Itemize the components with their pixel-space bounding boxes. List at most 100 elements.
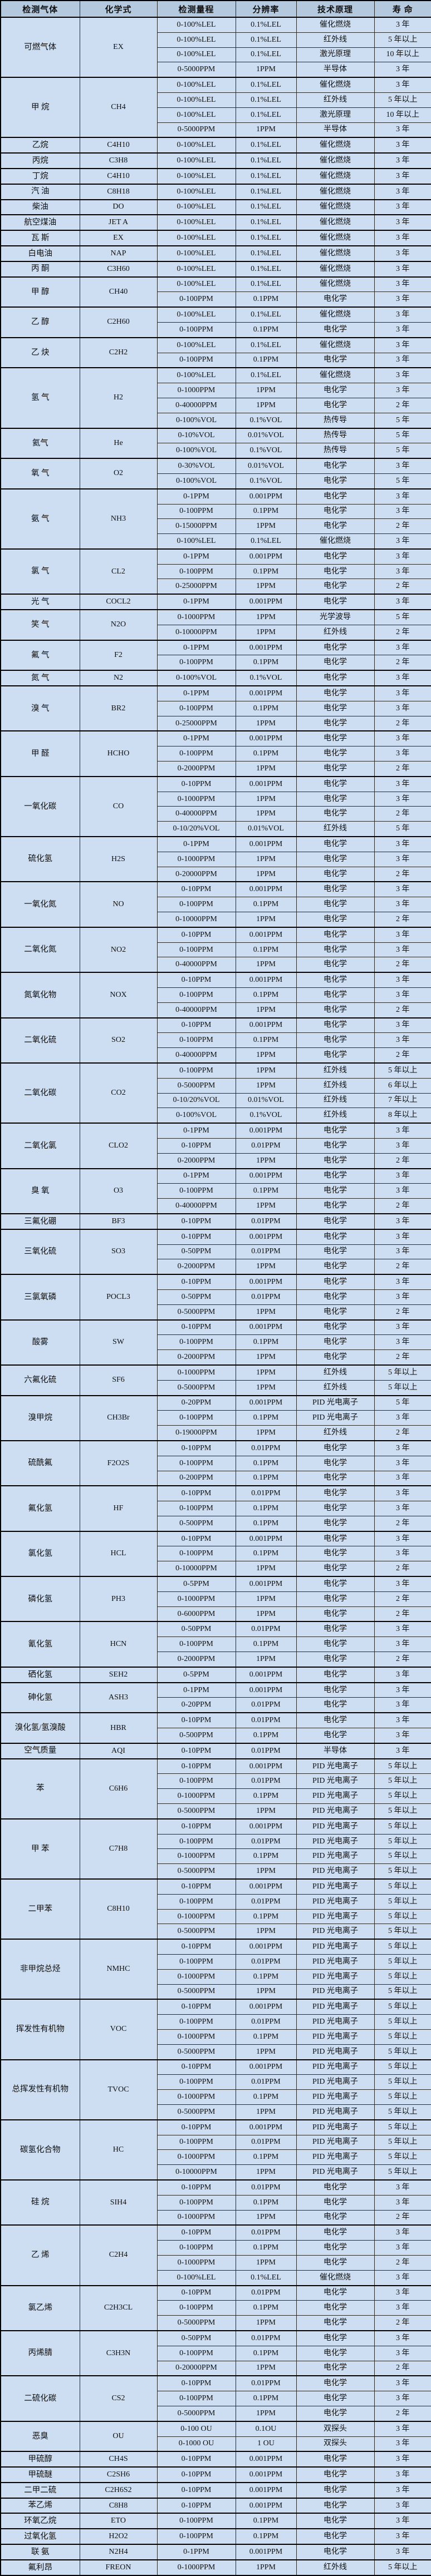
resolution-cell: 1PPM — [235, 62, 297, 78]
principle-cell: 电化学 — [296, 2254, 375, 2271]
table-row: 0-5000PPM 1PPM 电化学 2 年 — [1, 2405, 431, 2422]
principle-cell: 电化学 — [296, 2240, 375, 2256]
range-cell: 0-100PPM — [156, 1636, 236, 1653]
range-cell: 0-100PPM — [156, 291, 236, 308]
lifespan-cell: 5 年 — [374, 821, 431, 837]
resolution-cell: 1PPM — [235, 806, 297, 822]
table-row: 0-100%VOL 0.1%VOL 红外线 8 年以上 — [1, 1107, 431, 1124]
principle-cell: 电化学 — [296, 1228, 375, 1245]
principle-cell: PID 光电离子 — [296, 2149, 375, 2165]
gas-name-cell: 挥发性有机物 — [0, 1999, 80, 2060]
resolution-cell: 0.1%LEL — [235, 260, 297, 278]
resolution-cell: 0.001PPM — [235, 639, 297, 656]
lifespan-cell: 2 年 — [374, 1047, 431, 1064]
range-cell: 0-100PPM — [156, 1062, 236, 1079]
table-row: 0-5000PPM 1PPM 半导体 3 年 — [1, 62, 431, 78]
table-row: 甲 苯 C7H8 0-10PPM 0.001PPM PID 光电离子 5 年以上 — [0, 1818, 431, 1880]
resolution-cell: 0.01PPM — [235, 1244, 297, 1260]
table-row: 臭 氧 O3 0-1PPM 0.001PPM 电化学 3 年 — [0, 1168, 431, 1214]
table-row: 苯 C6H6 0-10PPM 0.001PPM PID 光电离子 5 年以上 — [0, 1758, 431, 1819]
range-cell: 0-5000PPM — [156, 1380, 236, 1396]
gas-name-cell: 砷化氢 — [0, 1682, 80, 1713]
resolution-cell: 0.001PPM — [235, 1999, 297, 2015]
lifespan-cell: 5 年以上 — [374, 2164, 431, 2181]
range-cell: 0-100PPM — [156, 322, 236, 338]
range-cell: 0-100%LEL — [156, 276, 236, 293]
formula-cell: TVOC — [79, 2059, 158, 2120]
range-cell: 0-1000PPM — [156, 2089, 236, 2105]
lifespan-cell: 5 年以上 — [374, 1939, 431, 1955]
lifespan-cell: 3 年 — [374, 199, 431, 215]
principle-cell: 电化学 — [296, 397, 375, 413]
range-cell: 0-5000PPM — [156, 2104, 236, 2120]
resolution-cell: 0.001PPM — [235, 488, 297, 505]
resolution-cell: 0.01%VOL — [235, 1092, 297, 1109]
resolution-cell: 0.1PPM — [235, 746, 297, 762]
range-cell: 0-5000PPM — [156, 1803, 236, 1819]
lifespan-cell: 3 年 — [374, 2451, 431, 2468]
lifespan-cell: 3 年 — [374, 62, 431, 78]
lifespan-cell: 3 年 — [374, 2497, 431, 2514]
range-cell: 0-100 OU — [156, 2420, 236, 2437]
lifespan-cell: 5 年以上 — [374, 1878, 431, 1895]
range-cell: 0-1000PPM — [156, 383, 236, 398]
lifespan-cell: 3 年 — [374, 1501, 431, 1516]
principle-cell: PID 光电离子 — [296, 1803, 375, 1819]
formula-cell: C6H6 — [79, 1758, 158, 1819]
lifespan-cell: 3 年 — [374, 2466, 431, 2483]
table-row: 汽 油 C8H18 0-100%LEL 0.1%LEL 催化燃烧 3 年 — [0, 183, 431, 200]
principle-cell: 电化学 — [296, 1728, 375, 1744]
lifespan-cell: 5 年以上 — [374, 2134, 431, 2150]
range-cell: 0-10PPM — [156, 1319, 236, 1336]
gas-name-cell: 瓦 斯 — [0, 230, 80, 246]
principle-cell: 红外线 — [296, 821, 375, 837]
resolution-cell: 0.001PPM — [235, 1758, 297, 1774]
principle-cell: 红外线 — [296, 92, 375, 108]
gas-name-cell: 臭 氧 — [0, 1168, 80, 1214]
resolution-cell: 0.1PPM — [235, 291, 297, 308]
resolution-cell: 0.001PPM — [235, 1168, 297, 1184]
resolution-cell: 0.01PPM — [235, 2014, 297, 2030]
lifespan-cell: 3 年 — [374, 1666, 431, 1683]
range-cell: 0-100PPM — [156, 700, 236, 716]
table-row: 0-2000PPM 1PPM 电化学 2 年 — [1, 1259, 431, 1275]
principle-cell: 红外线 — [296, 1077, 375, 1094]
principle-cell: PID 光电离子 — [296, 1999, 375, 2015]
resolution-cell: 1PPM — [235, 1425, 297, 1441]
principle-cell: PID 光电离子 — [296, 2089, 375, 2105]
lifespan-cell: 3 年 — [374, 367, 431, 384]
principle-cell: 电化学 — [296, 1591, 375, 1607]
principle-cell: 电化学 — [296, 2285, 375, 2301]
resolution-cell: 1PPM — [235, 1863, 297, 1880]
table-row: 0-40000PPM 1PPM 电化学 2 年 — [1, 957, 431, 973]
resolution-cell: 0.1%LEL — [235, 337, 297, 353]
table-row: 氯化氢 HCL 0-10PPM 0.001PPM 电化学 3 年 — [0, 1530, 431, 1577]
table-row: 0-1000PPM 0.1PPM PID 光电离子 5 年以上 — [1, 1848, 431, 1865]
table-row: 联 氨 N2H4 0-1PPM 0.001PPM 电化学 3 年 — [0, 2544, 431, 2560]
range-cell: 0-2000PPM — [156, 1259, 236, 1275]
principle-cell: 电化学 — [296, 1636, 375, 1653]
formula-cell: HC — [79, 2119, 158, 2181]
lifespan-cell: 3 年 — [374, 488, 431, 505]
gas-name-cell: 空气质量 — [0, 1742, 80, 1759]
table-row: 氟化氢 HF 0-10PPM 0.01PPM 电化学 3 年 — [0, 1485, 431, 1532]
table-row: 乙 烯 C2H4 0-10PPM 0.01PPM 电化学 3 年 — [0, 2224, 431, 2286]
table-row: 0-100PPM 0.1PPM 电化学 3 年 — [1, 352, 431, 368]
range-cell: 0-10PPM — [156, 881, 236, 898]
formula-cell: C2H6S2 — [79, 2481, 158, 2499]
principle-cell: 催化燃烧 — [296, 337, 375, 353]
formula-cell: H2O2 — [79, 2528, 158, 2545]
range-cell: 0-10PPM — [156, 1485, 236, 1502]
range-cell: 0-2000PPM — [156, 761, 236, 777]
lifespan-cell: 3 年 — [374, 2194, 431, 2211]
range-cell: 0-15000PPM — [156, 518, 236, 535]
range-cell: 0-40000PPM — [156, 957, 236, 973]
principle-cell: 电化学 — [296, 957, 375, 973]
lifespan-cell: 3 年 — [374, 836, 431, 852]
formula-cell: O3 — [79, 1168, 158, 1214]
principle-cell: 电化学 — [296, 972, 375, 988]
principle-cell: 电化学 — [296, 2345, 375, 2361]
lifespan-cell: 3 年 — [374, 2375, 431, 2392]
resolution-cell: 0.001PPM — [235, 1682, 297, 1698]
resolution-cell: 0.01PPM — [235, 1742, 297, 1759]
